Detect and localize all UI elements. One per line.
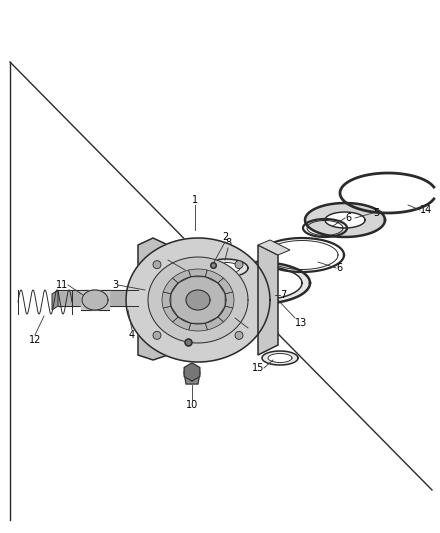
Polygon shape	[126, 238, 270, 362]
Text: 4: 4	[129, 330, 135, 340]
Polygon shape	[163, 306, 178, 322]
Text: 15: 15	[252, 363, 264, 373]
Text: 1: 1	[192, 195, 198, 205]
Text: 9: 9	[248, 323, 254, 333]
Polygon shape	[205, 270, 224, 283]
Polygon shape	[82, 290, 108, 310]
Polygon shape	[170, 276, 226, 324]
Circle shape	[235, 261, 243, 269]
Polygon shape	[214, 266, 302, 300]
Polygon shape	[52, 290, 58, 310]
Polygon shape	[218, 306, 233, 322]
Text: 2: 2	[222, 232, 228, 242]
Polygon shape	[206, 262, 310, 304]
Polygon shape	[258, 245, 278, 355]
Polygon shape	[148, 257, 248, 343]
Circle shape	[153, 261, 161, 269]
Text: 14: 14	[420, 205, 432, 215]
Polygon shape	[205, 317, 224, 330]
Polygon shape	[184, 363, 200, 381]
Circle shape	[235, 332, 243, 340]
Polygon shape	[172, 270, 191, 283]
Polygon shape	[268, 353, 292, 362]
Polygon shape	[189, 323, 207, 331]
Text: 5: 5	[373, 208, 379, 218]
Polygon shape	[184, 372, 200, 384]
Text: 3: 3	[112, 280, 118, 290]
Text: 12: 12	[29, 335, 41, 345]
Polygon shape	[189, 269, 207, 277]
Polygon shape	[212, 262, 240, 273]
Polygon shape	[172, 317, 191, 330]
Polygon shape	[218, 278, 233, 294]
Text: 8: 8	[225, 238, 231, 248]
Polygon shape	[325, 212, 365, 228]
Circle shape	[153, 332, 161, 340]
Text: 9: 9	[162, 255, 168, 265]
Polygon shape	[163, 278, 178, 294]
Polygon shape	[162, 292, 171, 308]
Text: 6: 6	[345, 213, 351, 223]
Text: 11: 11	[56, 280, 68, 290]
Polygon shape	[305, 203, 385, 237]
Polygon shape	[186, 290, 210, 310]
Text: 6: 6	[336, 263, 342, 273]
Polygon shape	[138, 238, 168, 360]
Polygon shape	[258, 240, 290, 255]
Text: 10: 10	[186, 400, 198, 410]
Text: 13: 13	[295, 318, 307, 328]
Polygon shape	[262, 351, 298, 365]
Text: 7: 7	[280, 290, 286, 300]
Polygon shape	[225, 292, 234, 308]
Polygon shape	[204, 259, 248, 277]
